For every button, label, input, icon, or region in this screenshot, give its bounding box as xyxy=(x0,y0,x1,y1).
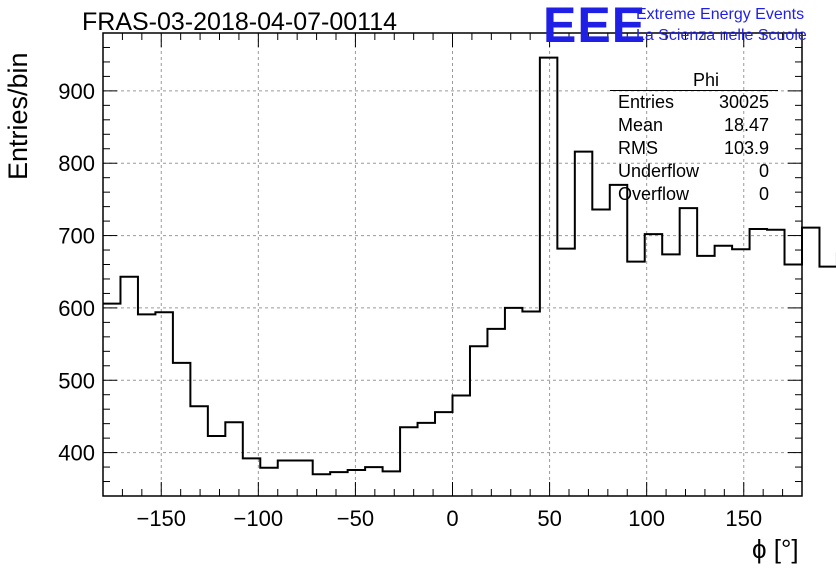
axis-ticks xyxy=(102,32,803,496)
logo-line-2: La Scienza nelle Scuole xyxy=(636,27,807,44)
x-tick-label: −50 xyxy=(337,506,374,531)
stats-value: 103.9 xyxy=(723,138,769,158)
stats-label: Mean xyxy=(618,115,664,135)
tick-labels: −150 −100 −50 0 50 100 150 400 500 600 700 800 900 xyxy=(58,79,762,531)
y-tick-label: 700 xyxy=(58,224,95,249)
y-tick-label: 600 xyxy=(58,296,95,321)
logo-caption: Extreme Energy Events La Scienza nelle S… xyxy=(636,4,807,46)
stats-label: Underflow xyxy=(618,161,700,181)
stats-label: Overflow xyxy=(618,184,690,204)
stats-value: 30025 xyxy=(718,92,769,112)
plot-title: FRAS-03-2018-04-07-00114 xyxy=(82,8,398,36)
stats-value: 18.47 xyxy=(723,115,769,135)
histogram-step-line xyxy=(103,56,836,476)
logo-line-1: Extreme Energy Events xyxy=(636,6,805,23)
grid-lines xyxy=(103,33,802,496)
x-tick-label: 100 xyxy=(628,506,665,531)
x-tick-label: 150 xyxy=(725,506,762,531)
x-tick-label: 0 xyxy=(446,506,458,531)
stats-row-underflow: Underflow 0 xyxy=(610,160,778,183)
x-axis-label: ϕ [°] xyxy=(752,534,799,564)
stats-box: Phi Entries 30025 Mean 18.47 RMS 103.9 U… xyxy=(610,70,778,206)
stats-row-overflow: Overflow 0 xyxy=(610,183,778,206)
y-tick-label: 400 xyxy=(58,441,95,466)
stats-row-rms: RMS 103.9 xyxy=(610,137,778,160)
stats-title: Phi xyxy=(610,70,778,91)
stats-label: Entries xyxy=(618,92,675,112)
x-tick-label: −150 xyxy=(136,506,186,531)
plot-frame xyxy=(102,32,803,497)
y-tick-label: 900 xyxy=(58,79,95,104)
y-tick-label: 500 xyxy=(58,368,95,393)
y-tick-label: 800 xyxy=(58,151,95,176)
stats-row-entries: Entries 30025 xyxy=(610,91,778,114)
stats-value: 0 xyxy=(758,184,769,204)
stats-row-mean: Mean 18.47 xyxy=(610,114,778,137)
stats-value: 0 xyxy=(758,161,769,181)
x-tick-label: −100 xyxy=(234,506,284,531)
stats-label: RMS xyxy=(618,138,658,158)
x-tick-label: 50 xyxy=(537,506,561,531)
eee-logo: EEE xyxy=(543,0,647,53)
y-axis-label: Entries/bin xyxy=(3,52,33,180)
